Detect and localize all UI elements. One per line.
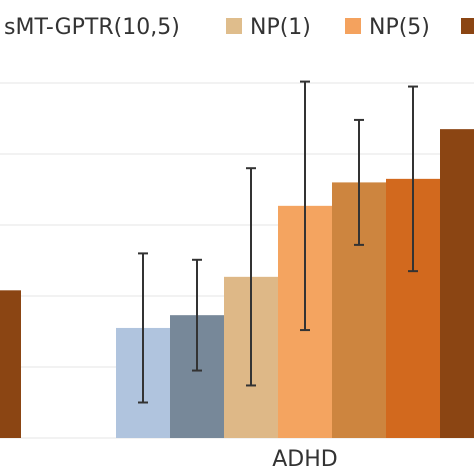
bar-partial-left (0, 290, 21, 438)
x-tick-label-adhd: ADHD (272, 447, 337, 472)
legend-label-3: NP(5) (369, 15, 430, 40)
legend-label-1: sMT-GPTR(10,5) (4, 15, 180, 40)
legend-swatch-2 (226, 18, 242, 34)
legend-swatch-3 (345, 18, 361, 34)
legend-label-2: NP(1) (250, 15, 311, 40)
bars (0, 129, 474, 438)
error-bars (138, 80, 418, 404)
legend-swatch-4 (461, 18, 474, 34)
bar-7 (440, 129, 474, 438)
legend: sMT-GPTR(10,5) NP(1) NP(5) (4, 15, 474, 40)
